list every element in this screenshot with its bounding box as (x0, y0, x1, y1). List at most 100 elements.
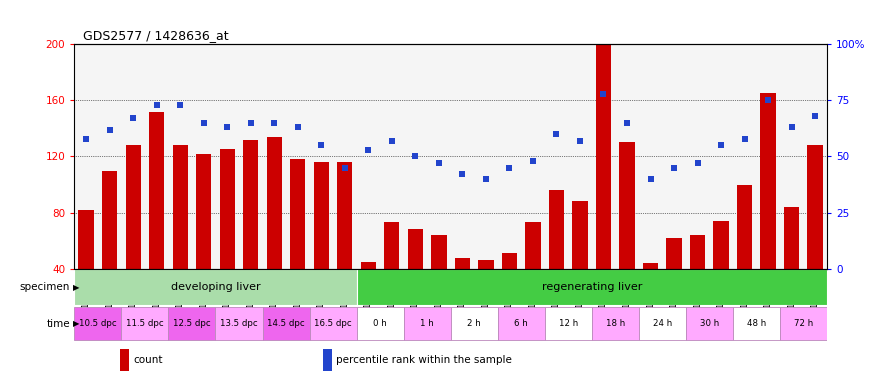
Bar (784, 207, 799, 269)
Bar (620, 142, 634, 269)
Point (338, 165, 352, 171)
Bar (544, 307, 592, 340)
Bar (262, 307, 310, 340)
Point (761, 97, 775, 103)
Point (102, 126, 116, 132)
Text: time: time (46, 318, 70, 329)
Text: 12 h: 12 h (558, 319, 578, 328)
Bar (360, 262, 376, 269)
Bar (323, 349, 332, 371)
Point (385, 138, 399, 144)
Text: 1 h: 1 h (420, 319, 434, 328)
Text: ▶: ▶ (73, 319, 79, 328)
Bar (122, 307, 168, 340)
Point (714, 142, 728, 148)
Bar (357, 269, 827, 305)
Point (502, 165, 516, 171)
Point (573, 138, 587, 144)
Point (244, 120, 258, 126)
Point (667, 165, 681, 171)
Bar (501, 253, 517, 269)
Bar (737, 185, 752, 269)
Bar (384, 222, 400, 269)
Point (455, 171, 469, 177)
Text: 14.5 dpc: 14.5 dpc (267, 319, 304, 328)
Bar (403, 307, 451, 340)
Point (197, 120, 211, 126)
Text: 24 h: 24 h (653, 319, 672, 328)
Bar (215, 307, 262, 340)
Text: 30 h: 30 h (700, 319, 719, 328)
Point (808, 113, 822, 119)
Bar (686, 307, 733, 340)
Text: 11.5 dpc: 11.5 dpc (126, 319, 164, 328)
Point (550, 131, 564, 137)
Bar (596, 44, 611, 269)
Point (267, 120, 281, 126)
Text: percentile rank within the sample: percentile rank within the sample (336, 355, 512, 365)
Point (785, 124, 799, 130)
Point (290, 124, 304, 130)
Point (432, 160, 446, 166)
Point (150, 102, 164, 108)
Bar (220, 149, 234, 269)
Bar (592, 307, 639, 340)
Bar (149, 111, 164, 269)
Text: GDS2577 / 1428636_at: GDS2577 / 1428636_at (83, 29, 228, 42)
Bar (572, 201, 588, 269)
Point (526, 158, 540, 164)
Bar (760, 93, 776, 269)
Bar (713, 221, 729, 269)
Point (738, 136, 752, 142)
Bar (172, 145, 188, 269)
Bar (498, 307, 544, 340)
Text: ▶: ▶ (73, 283, 79, 291)
Bar (243, 140, 258, 269)
Bar (79, 210, 94, 269)
Bar (549, 190, 564, 269)
Text: 72 h: 72 h (794, 319, 813, 328)
Point (126, 115, 140, 121)
Bar (74, 269, 357, 305)
Bar (125, 145, 141, 269)
Text: developing liver: developing liver (171, 282, 260, 292)
Bar (643, 263, 658, 269)
Bar (168, 307, 215, 340)
Bar (337, 162, 353, 269)
Bar (120, 349, 130, 371)
Point (220, 124, 234, 130)
Text: 13.5 dpc: 13.5 dpc (220, 319, 258, 328)
Text: 18 h: 18 h (606, 319, 625, 328)
Text: 0 h: 0 h (374, 319, 387, 328)
Text: regenerating liver: regenerating liver (542, 282, 642, 292)
Bar (451, 307, 498, 340)
Text: count: count (133, 355, 163, 365)
Point (643, 176, 657, 182)
Bar (357, 307, 403, 340)
Bar (780, 307, 827, 340)
Point (173, 102, 187, 108)
Text: 6 h: 6 h (514, 319, 528, 328)
Bar (196, 154, 212, 269)
Text: 16.5 dpc: 16.5 dpc (314, 319, 352, 328)
Text: 12.5 dpc: 12.5 dpc (173, 319, 211, 328)
Point (361, 147, 375, 153)
Point (79, 136, 93, 142)
Bar (808, 145, 822, 269)
Bar (525, 222, 541, 269)
Point (690, 160, 704, 166)
Point (597, 91, 611, 97)
Text: 48 h: 48 h (746, 319, 766, 328)
Bar (102, 170, 117, 269)
Bar (667, 238, 682, 269)
Bar (479, 260, 494, 269)
Text: specimen: specimen (19, 282, 70, 292)
Bar (313, 162, 329, 269)
Bar (74, 307, 122, 340)
Bar (267, 137, 282, 269)
Bar (639, 307, 686, 340)
Bar (733, 307, 780, 340)
Text: 2 h: 2 h (467, 319, 481, 328)
Point (479, 176, 493, 182)
Text: 10.5 dpc: 10.5 dpc (79, 319, 116, 328)
